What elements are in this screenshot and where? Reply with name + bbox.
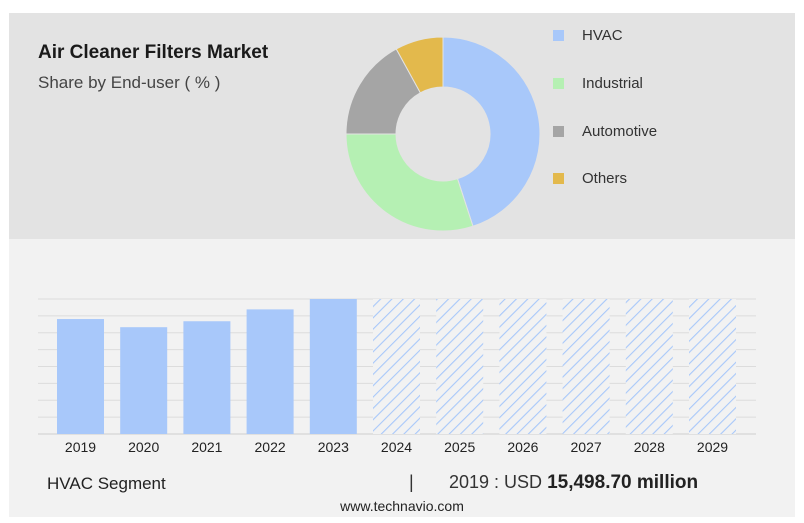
legend-swatch-automotive — [553, 125, 564, 137]
stat-divider: | — [409, 472, 414, 492]
x-tick-label: 2021 — [191, 439, 222, 455]
legend-label-industrial: Industrial — [582, 74, 643, 92]
bar-2019 — [57, 319, 104, 434]
legend-item-others: Others — [553, 168, 627, 188]
x-tick-label: 2026 — [507, 439, 538, 455]
bar-2023 — [309, 299, 357, 434]
x-tick-label: 2027 — [571, 439, 602, 455]
x-tick-label: 2020 — [128, 439, 159, 455]
stat-line: 2019 : USD 15,498.70 million — [449, 472, 698, 494]
x-tick-label: 2022 — [255, 439, 286, 455]
x-tick-label: 2029 — [697, 439, 728, 455]
legend-swatch-industrial — [553, 77, 564, 89]
legend-item-hvac: HVAC — [553, 25, 623, 45]
x-tick-label: 2019 — [65, 439, 96, 455]
donut-slice-hvac — [442, 36, 541, 227]
x-tick-label: 2028 — [634, 439, 665, 455]
bar-2022 — [246, 309, 294, 434]
stat-prefix: 2019 : USD — [449, 472, 543, 492]
chart-subtitle: Share by End-user ( % ) — [38, 73, 221, 92]
x-tick-label: 2024 — [381, 439, 412, 455]
legend-label-hvac: HVAC — [582, 26, 623, 44]
x-tick-label: 2025 — [444, 439, 475, 455]
legend-item-industrial: Industrial — [553, 73, 643, 93]
legend-label-automotive: Automotive — [582, 122, 658, 140]
x-tick-label: 2023 — [318, 439, 349, 455]
stat-value: 15,498.70 million — [547, 472, 699, 493]
chart-title: Air Cleaner Filters Market — [38, 42, 269, 63]
forecast-bar-2026 — [499, 299, 547, 434]
forecast-bar-2027 — [562, 299, 610, 434]
legend-swatch-hvac — [553, 29, 564, 41]
legend-swatch-others — [553, 172, 564, 184]
bar-2020 — [120, 327, 168, 434]
bar-2021 — [183, 321, 231, 434]
donut-slice-others — [395, 36, 444, 94]
legend-item-automotive: Automotive — [553, 121, 657, 141]
forecast-bar-2024 — [373, 299, 420, 434]
segment-label: HVAC Segment — [47, 474, 166, 493]
donut-slice-industrial — [345, 133, 474, 232]
forecast-bar-2025 — [436, 299, 484, 434]
legend-label-others: Others — [582, 169, 628, 187]
footer-url: www.technavio.com — [340, 498, 464, 514]
forecast-bar-2029 — [689, 299, 736, 434]
forecast-bar-2028 — [625, 299, 673, 434]
